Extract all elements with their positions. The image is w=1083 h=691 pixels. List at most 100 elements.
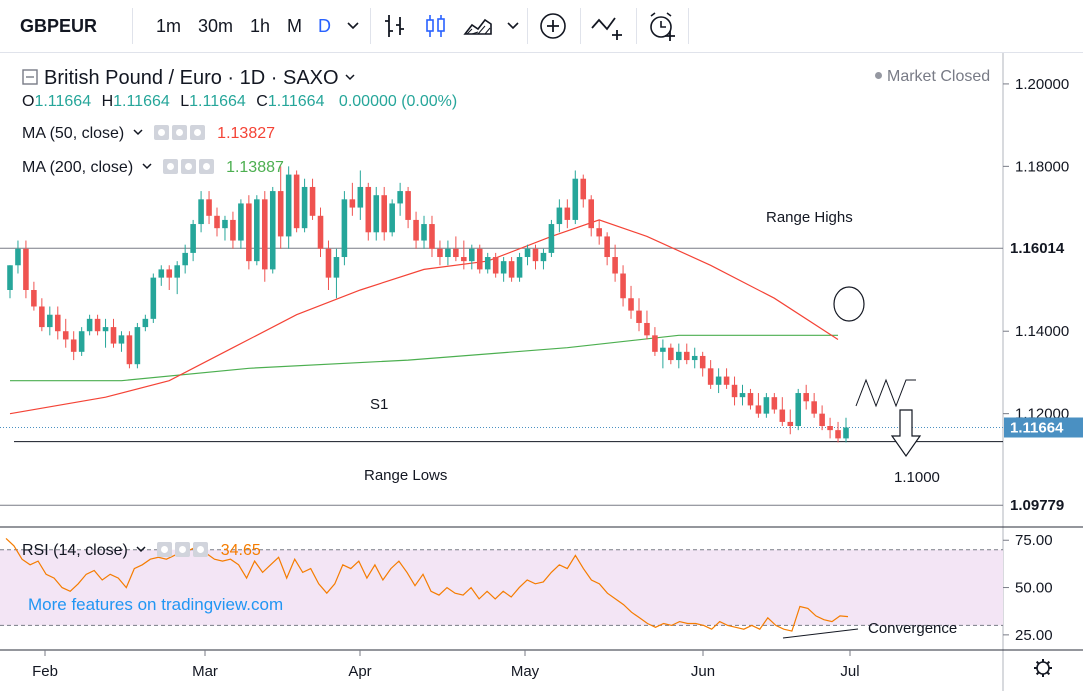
candle <box>94 314 101 336</box>
price-label-bg <box>1004 417 1083 438</box>
candle <box>731 376 738 406</box>
candle <box>691 347 698 369</box>
candle-body <box>23 248 29 290</box>
time-tick-label: Jun <box>691 663 715 680</box>
candle <box>86 314 93 336</box>
remove-icon[interactable] <box>189 125 205 140</box>
ma200-legend[interactable]: MA (200, close) 1.13887 <box>22 159 284 177</box>
candle <box>739 384 746 406</box>
range-lows-annotation: Range Lows <box>364 467 447 484</box>
candle-body <box>500 261 507 274</box>
chart-title[interactable]: British Pound / Euro · 1D · SAXO <box>22 67 356 90</box>
candle-body <box>516 257 523 278</box>
candle <box>62 318 69 348</box>
chevron-down-icon[interactable] <box>506 19 520 33</box>
candle-body <box>779 409 786 422</box>
indicators-icon[interactable] <box>590 12 626 42</box>
interval-D-button[interactable]: D <box>318 16 331 36</box>
candle-body <box>811 401 817 414</box>
candle <box>230 211 236 249</box>
rsi-legend[interactable]: RSI (14, close) 34.65 <box>22 542 261 560</box>
candle-body <box>556 207 563 225</box>
candle <box>516 252 523 282</box>
candle <box>588 195 595 237</box>
candle <box>843 417 849 443</box>
candle-body <box>70 339 77 352</box>
candle-body <box>317 215 324 249</box>
candle-body <box>699 355 706 369</box>
candle <box>341 191 348 266</box>
chevron-down-icon[interactable] <box>344 71 356 83</box>
candle <box>54 306 61 340</box>
chevron-down-icon[interactable] <box>346 19 360 33</box>
chevron-down-icon[interactable] <box>132 126 144 138</box>
candle-body <box>747 393 754 406</box>
settings-icon[interactable] <box>171 125 187 140</box>
candle <box>723 368 730 389</box>
candle <box>269 186 276 274</box>
time-tick-label: Jul <box>840 663 859 680</box>
candle-body <box>261 199 268 270</box>
area-style-icon[interactable] <box>463 12 493 40</box>
interval-30m-button[interactable]: 30m <box>198 16 234 36</box>
settings-icon[interactable] <box>175 542 191 557</box>
settings-icon[interactable] <box>180 159 196 174</box>
bar-style-icon[interactable] <box>382 12 408 40</box>
candle-body <box>349 199 356 208</box>
candle <box>246 195 252 270</box>
collapse-icon[interactable] <box>22 69 38 85</box>
candle <box>795 388 802 431</box>
candle-body <box>691 355 698 361</box>
candle-body <box>508 261 515 278</box>
candle <box>373 186 380 241</box>
ma50-legend[interactable]: MA (50, close) 1.13827 <box>22 125 275 143</box>
candle-body <box>309 186 316 216</box>
alert-icon[interactable] <box>646 10 678 42</box>
remove-icon[interactable] <box>198 159 214 174</box>
visibility-icon[interactable] <box>162 159 178 174</box>
candle-style-icon[interactable] <box>423 12 449 40</box>
remove-icon[interactable] <box>193 542 209 557</box>
candle <box>524 244 531 266</box>
rsi-label: RSI (14, close) <box>22 542 128 559</box>
tradingview-watermark[interactable]: More features on tradingview.com <box>28 595 284 614</box>
symbol-search-button[interactable]: GBPEUR <box>20 16 98 36</box>
candle-body <box>707 368 714 385</box>
visibility-icon[interactable] <box>157 542 173 557</box>
candle <box>118 331 125 352</box>
ma200-value: 1.13887 <box>226 159 284 176</box>
chevron-down-icon[interactable] <box>135 543 147 555</box>
market-status-text: Market Closed <box>887 68 991 85</box>
candle <box>445 240 451 266</box>
candle <box>787 409 794 435</box>
settings-gear-icon[interactable] <box>1034 659 1052 677</box>
interval-1h-button[interactable]: 1h <box>250 16 271 36</box>
candle-body <box>150 277 157 319</box>
candle-body <box>285 174 292 237</box>
candle <box>676 343 682 369</box>
interval-M-button[interactable]: M <box>287 16 302 36</box>
candle <box>683 343 690 365</box>
time-tick-label: May <box>511 663 540 680</box>
candle <box>827 417 833 439</box>
rsi-tick-label: 75.00 <box>1015 532 1053 549</box>
interval-1m-button[interactable]: 1m <box>156 16 182 36</box>
candle <box>835 421 841 443</box>
candle-body <box>723 376 730 385</box>
candle-body <box>405 191 411 220</box>
visibility-icon[interactable] <box>153 125 169 140</box>
chevron-down-icon[interactable] <box>141 160 153 172</box>
candle <box>628 285 634 319</box>
rsi-value: 34.65 <box>220 542 261 559</box>
candle <box>23 240 29 299</box>
candle-body <box>198 199 204 225</box>
candle-body <box>476 248 483 270</box>
change-value: 0.00000 (0.00%) <box>338 93 458 110</box>
add-compare-icon[interactable] <box>539 12 567 40</box>
candle <box>596 219 602 245</box>
candle-body <box>835 430 841 439</box>
candle <box>293 170 300 233</box>
price-axis-label: 1.16014 <box>1010 240 1065 257</box>
candle <box>333 248 340 299</box>
